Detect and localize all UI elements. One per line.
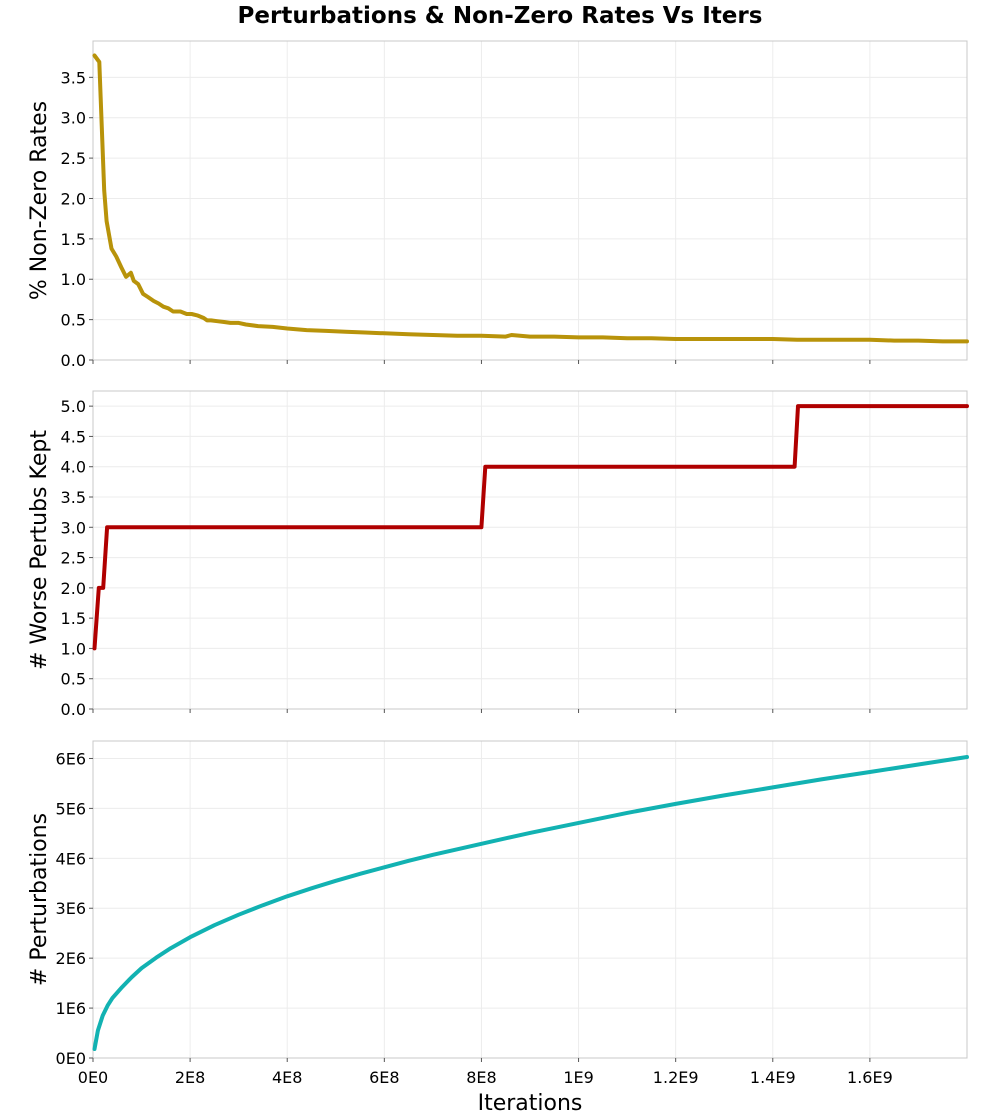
x-tick-label: 2E8 [175,1068,205,1087]
chart-title: Perturbations & Non-Zero Rates Vs Iters [237,3,763,29]
x-axis-label: Iterations [478,1091,583,1116]
y-axis-label: # Perturbations [27,813,52,986]
y-tick-label: 2.0 [61,579,86,598]
plot-frame [92,390,968,710]
x-tick-label: 1E9 [563,1068,593,1087]
y-tick-label: 0.5 [61,670,86,689]
y-tick-label: 1.0 [61,270,86,289]
x-tick-label: 4E8 [272,1068,302,1087]
y-tick-label: 1.5 [61,609,86,628]
y-tick-label: 3.0 [61,518,86,537]
y-tick-label: 4E6 [56,849,86,868]
y-tick-label: 3.5 [61,488,86,507]
y-tick-label: 1.5 [61,230,86,249]
panel-perturbations: 0E0 1E6 2E6 3E6 4E6 5E6 6E6 0E0 2E8 4E8 6E8 8E8 1E9 1… [27,740,969,1116]
plot-frame [92,40,968,361]
y-tick-label: 3.5 [61,68,86,87]
y-tick-label: 1.0 [61,639,86,658]
y-tick-label: 6E6 [56,749,86,768]
y-tick-label: 0.0 [61,351,86,370]
y-tick-label: 4.0 [61,458,86,477]
x-tick-label: 1.6E9 [847,1068,893,1087]
y-tick-label: 1E6 [56,999,86,1018]
y-tick-label: 2E6 [56,949,86,968]
y-tick-label: 0.0 [61,700,86,719]
y-tick-label: 0.5 [61,311,86,330]
series-line-worse-pertubs-kept [92,404,969,651]
y-tick-label: 5E6 [56,799,86,818]
y-tick-label: 2.0 [61,189,86,208]
y-axis-label: % Non-Zero Rates [27,101,52,300]
y-tick-label: 5.0 [61,397,86,416]
x-tick-label: 6E8 [369,1068,399,1087]
y-tick-label: 2.5 [61,549,86,568]
x-tick-label: 1.2E9 [653,1068,699,1087]
series-line-perturbations [92,755,969,1051]
y-tick-label: 0E0 [56,1049,86,1068]
y-tick-label: 3.0 [61,109,86,128]
y-axis-label: # Worse Pertubs Kept [27,430,52,670]
panel-worse-pertubs-kept: 0.0 0.5 1.0 1.5 2.0 2.5 3.0 3.5 4.0 4.5 5.0 # Worse… [27,390,969,719]
x-tick-label: 0E0 [78,1068,108,1087]
series-line-non-zero-rates [92,53,969,344]
y-tick-label: 4.5 [61,427,86,446]
plot-frame [92,740,968,1059]
y-tick-label: 3E6 [56,899,86,918]
x-tick-label: 1.4E9 [750,1068,796,1087]
y-tick-label: 2.5 [61,149,86,168]
x-tick-label: 8E8 [466,1068,496,1087]
panel-non-zero-rates: 0.0 0.5 1.0 1.5 2.0 2.5 3.0 3.5 % Non-Zero Rates [27,40,969,370]
